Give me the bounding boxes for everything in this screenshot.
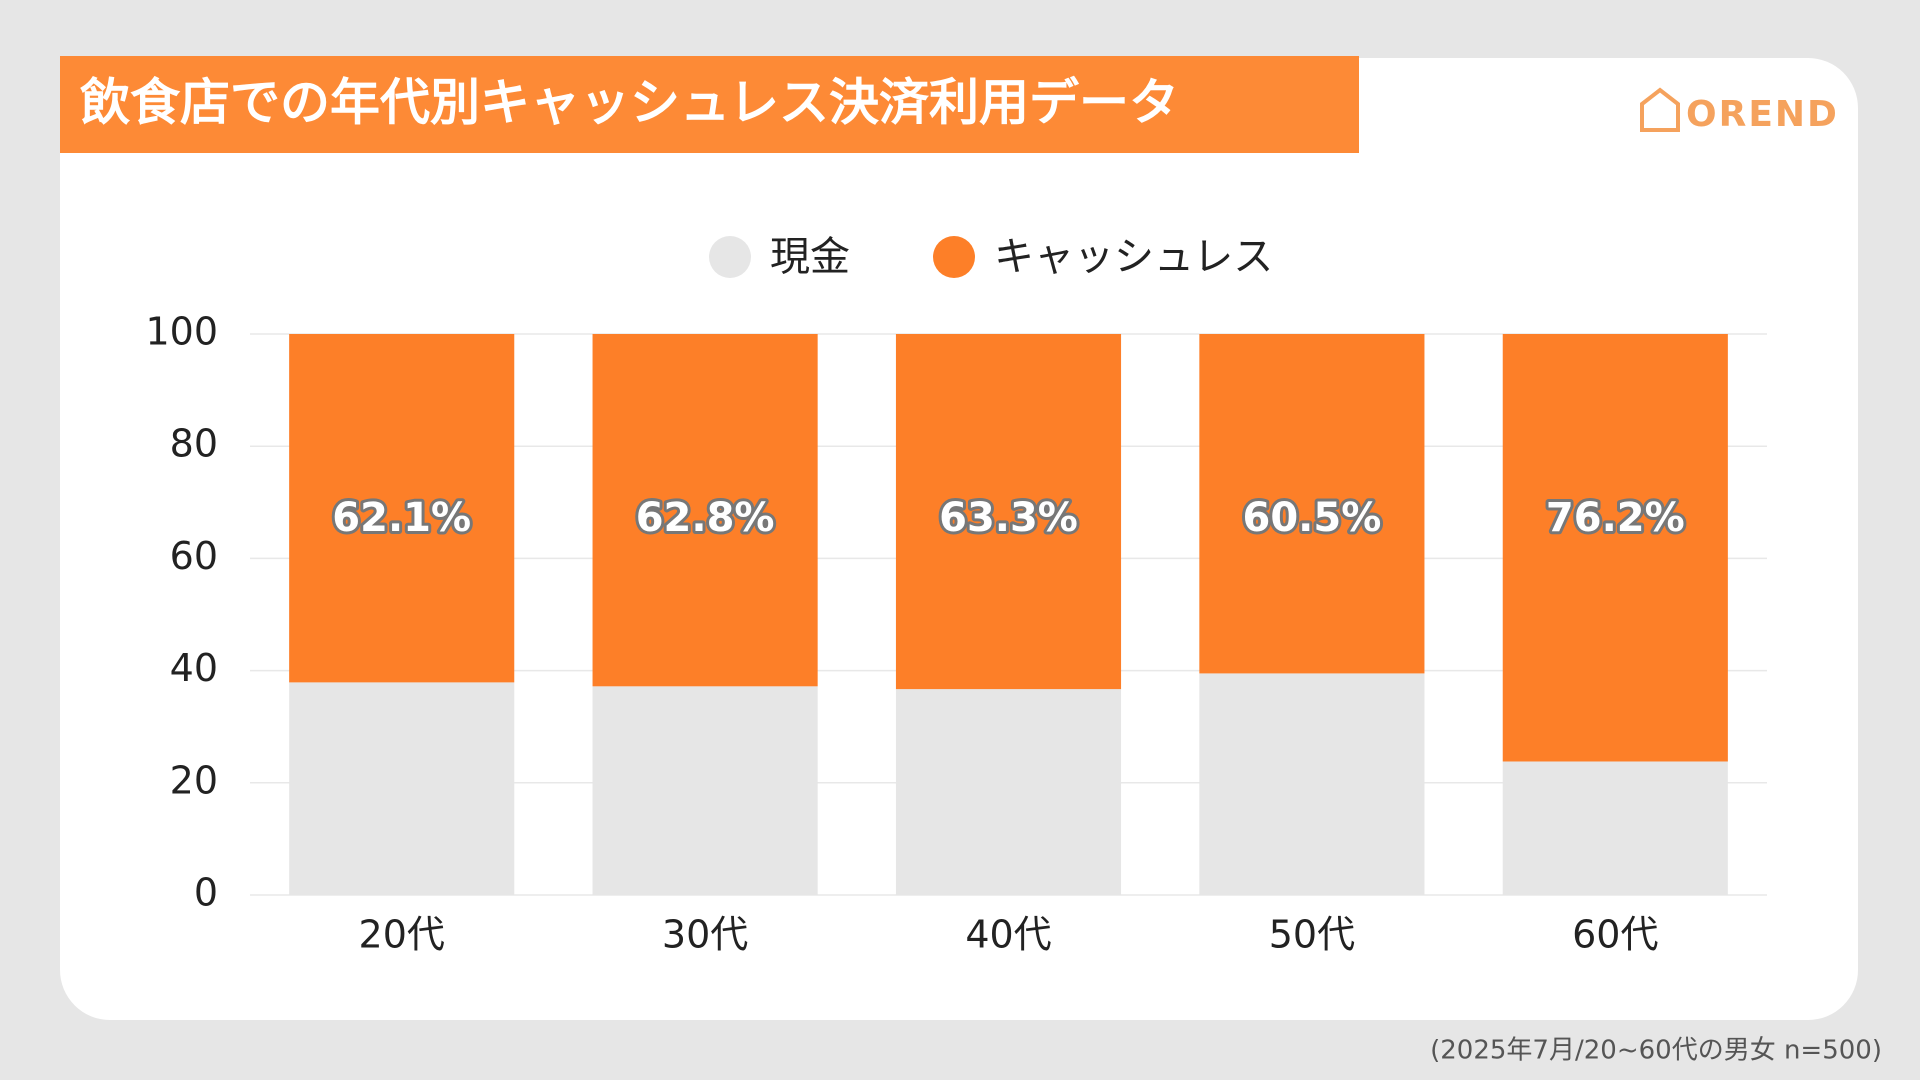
data-label: 76.2% — [1546, 495, 1685, 541]
bar-segment — [895, 689, 1122, 895]
data-label: 63.3% — [939, 495, 1078, 541]
legend-label: 現金 — [770, 234, 850, 280]
brand: OREND — [1686, 94, 1839, 135]
legend-swatch — [709, 236, 751, 278]
bar-segment — [1502, 334, 1728, 762]
bar-segment — [1199, 334, 1425, 674]
footnote: (2025年7月/20~60代の男女 n=500) — [1430, 1036, 1882, 1066]
bar-segment — [289, 682, 515, 895]
y-tick-label: 60 — [170, 534, 218, 578]
logo-icon — [1640, 87, 1680, 132]
y-tick-label: 20 — [170, 758, 218, 802]
chart-title: 飲食店での年代別キャッシュレス決済利用データ — [80, 74, 1179, 132]
bar-segment — [592, 334, 818, 687]
legend-label: キャッシュレス — [994, 234, 1273, 280]
y-tick-label: 100 — [145, 310, 218, 354]
data-label: 60.5% — [1243, 495, 1382, 541]
x-tick-label: 30代 — [662, 913, 748, 957]
legend-swatch — [933, 236, 975, 278]
bar-segment — [1502, 761, 1728, 895]
y-tick-label: 0 — [194, 871, 218, 915]
bar-segment — [895, 334, 1122, 690]
y-tick-label: 80 — [170, 422, 218, 466]
logo — [1640, 87, 1680, 132]
y-tick-label: 40 — [170, 646, 218, 690]
title-banner — [60, 56, 1359, 153]
bar-segment — [1199, 673, 1425, 895]
x-tick-label: 60代 — [1572, 913, 1658, 957]
x-tick-label: 50代 — [1269, 913, 1355, 957]
data-label: 62.8% — [636, 495, 775, 541]
bar-segment — [289, 334, 515, 683]
data-label: 62.1% — [332, 495, 471, 541]
bar-segment — [592, 686, 818, 895]
x-tick-label: 20代 — [359, 913, 445, 957]
x-tick-label: 40代 — [965, 913, 1051, 957]
